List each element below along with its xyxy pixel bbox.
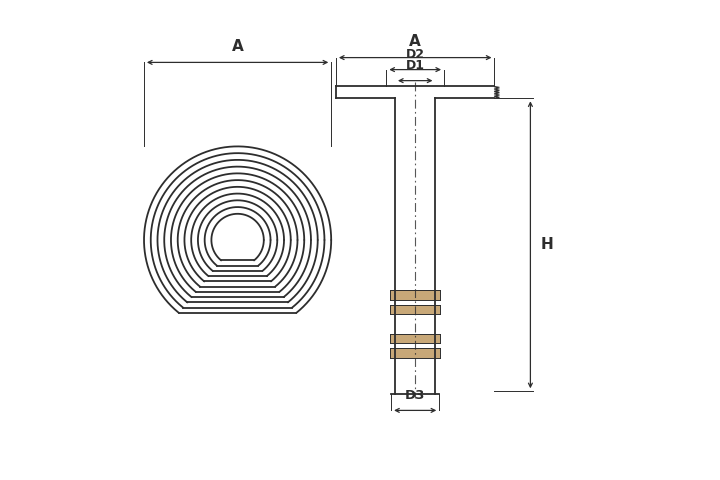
Text: D2: D2	[405, 48, 425, 61]
Text: A: A	[410, 34, 421, 49]
Text: H: H	[541, 237, 554, 252]
Text: A: A	[232, 39, 243, 54]
Text: D3: D3	[405, 389, 426, 402]
Text: D1: D1	[405, 59, 425, 72]
